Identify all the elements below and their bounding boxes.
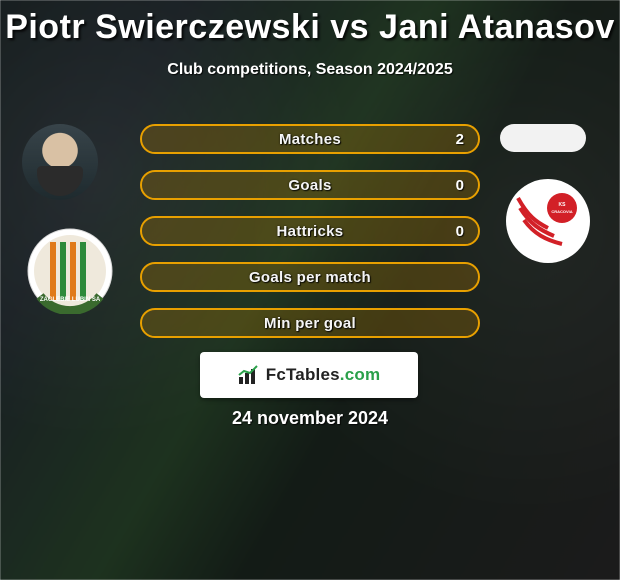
player-left-avatar [22,124,98,200]
stat-bar-label: Goals per match [249,269,371,286]
stat-bar-value: 2 [456,131,464,148]
stat-bar-label: Goals [288,177,331,194]
svg-text:KS: KS [559,202,567,208]
watermark-text: FcTables.com [266,365,381,385]
svg-text:ZAGLEBIE LUBIN SA: ZAGLEBIE LUBIN SA [40,297,101,303]
player-face-icon [22,124,98,200]
page-subtitle: Club competitions, Season 2024/2025 [0,61,620,79]
club-right-badge: KS CRACOVIA [500,178,596,264]
club-left-badge: ZAGLEBIE LUBIN SA [20,228,120,314]
svg-text:CRACOVIA: CRACOVIA [551,209,572,214]
club-right-badge-icon: KS CRACOVIA [500,178,596,264]
watermark-prefix: FcTables [266,365,340,384]
stat-bar-value: 0 [456,177,464,194]
stat-bar-matches: Matches 2 [140,124,480,154]
player-right-avatar [500,124,586,152]
stat-bar-label: Hattricks [277,223,344,240]
stat-bar-min-per-goal: Min per goal [140,308,480,338]
chart-icon [238,365,260,385]
content-root: Piotr Swierczewski vs Jani Atanasov Club… [0,0,620,580]
stat-bar-hattricks: Hattricks 0 [140,216,480,246]
stat-bar-label: Min per goal [264,315,356,332]
page-title: Piotr Swierczewski vs Jani Atanasov [0,0,620,47]
stat-bar-goals-per-match: Goals per match [140,262,480,292]
date-line: 24 november 2024 [0,408,620,429]
stat-bar-goals: Goals 0 [140,170,480,200]
watermark: FcTables.com [200,352,418,398]
watermark-suffix: .com [340,365,380,384]
stat-bar-label: Matches [279,131,341,148]
stat-bars: Matches 2 Goals 0 Hattricks 0 Goals per … [140,124,480,354]
club-left-badge-icon: ZAGLEBIE LUBIN SA [20,228,120,314]
stat-bar-value: 0 [456,223,464,240]
